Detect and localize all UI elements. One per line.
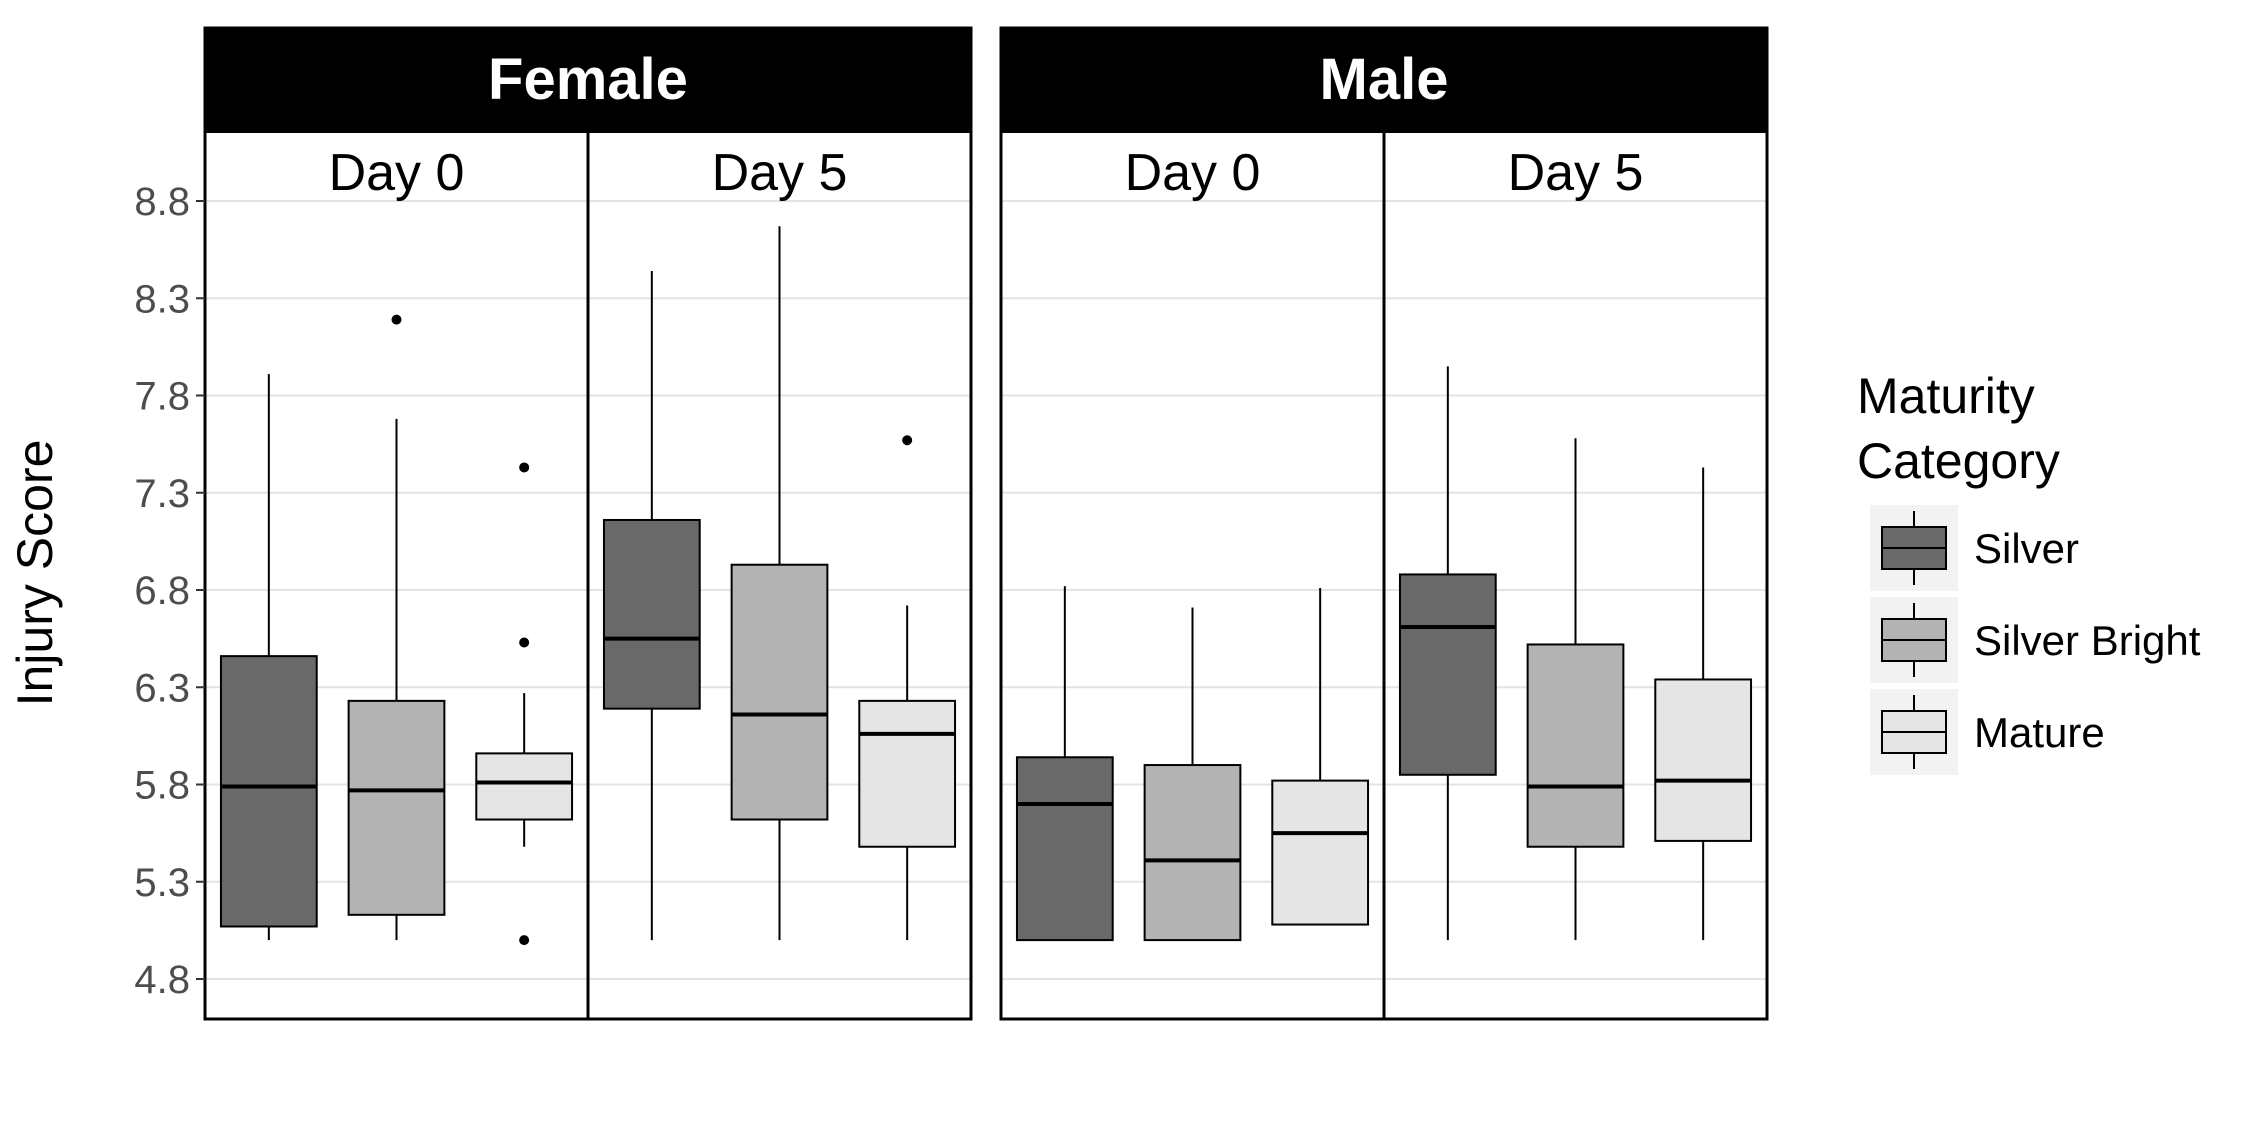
outlier-point: [519, 935, 530, 946]
outlier-point: [902, 435, 913, 446]
outlier-point: [519, 462, 530, 473]
legend-label: Silver Bright: [1974, 617, 2201, 664]
box-silver: [1015, 586, 1114, 942]
box-silver-bright: [1526, 438, 1625, 941]
day-label: Day 5: [712, 144, 848, 202]
legend-item-silver-bright: Silver Bright: [1870, 597, 2201, 683]
box-body: [730, 563, 829, 821]
legend-item-mature: Mature: [1870, 689, 2105, 775]
box-body: [602, 518, 701, 710]
y-axis-title: Injury Score: [7, 440, 63, 707]
box-silver: [219, 374, 318, 941]
facet-male: Male Day 0 Day 5: [999, 26, 1769, 1021]
legend: Maturity Category Silver Silver Bright Mat…: [1857, 368, 2201, 775]
box-body: [1654, 678, 1753, 842]
box-body: [1015, 756, 1114, 942]
box-body: [347, 699, 446, 916]
facet-female: Female Day 0 Day 5: [203, 26, 973, 1021]
day-label: Day 0: [329, 144, 465, 202]
day-label: Day 0: [1125, 144, 1261, 202]
panel-day-0: Day 0: [219, 144, 574, 946]
box-mature: [1271, 588, 1370, 926]
legend-items: Silver Silver Bright Mature: [1870, 505, 2201, 775]
y-axis: 4.8 5.3 5.8 6.3 6.8 7.3 7.8 8.3 8.8: [134, 180, 205, 1002]
day-label: Day 5: [1508, 144, 1644, 202]
box-silver-bright: [1143, 607, 1242, 942]
box-mature: [475, 462, 574, 946]
legend-title-line-1: Maturity: [1857, 368, 2035, 424]
y-tick-label: 4.8: [134, 958, 190, 1002]
box-body: [219, 655, 318, 928]
box-silver: [1398, 366, 1497, 941]
outlier-point: [391, 314, 402, 325]
legend-title-line-2: Category: [1857, 433, 2060, 489]
box-body: [1398, 573, 1497, 776]
box-silver: [602, 271, 701, 941]
legend-item-silver: Silver: [1870, 505, 2079, 591]
facet-border: [203, 26, 973, 1021]
y-tick-label: 8.3: [134, 277, 190, 321]
box-silver-bright: [347, 314, 446, 941]
box-mature: [858, 435, 957, 941]
facet-strip-label: Female: [488, 47, 688, 112]
y-tick-label: 6.8: [134, 569, 190, 613]
facet-border: [999, 26, 1769, 1021]
panel-day-0: Day 0: [1015, 144, 1370, 942]
y-tick-label: 7.8: [134, 375, 190, 419]
box-body: [1526, 643, 1625, 848]
facet-strip: [205, 28, 971, 133]
plot-area: Female Day 0 Day 5 Male Day 0 Day 5: [203, 26, 1769, 1021]
panel-day-5: Day 5: [1398, 144, 1753, 941]
box-mature: [1654, 467, 1753, 941]
legend-label: Silver: [1974, 525, 2079, 572]
box-silver-bright: [730, 226, 829, 941]
y-tick-label: 5.8: [134, 764, 190, 808]
y-tick-label: 7.3: [134, 472, 190, 516]
y-tick-label: 8.8: [134, 180, 190, 224]
facet-strip-label: Male: [1320, 47, 1449, 112]
legend-label: Mature: [1974, 709, 2105, 756]
box-body: [1143, 764, 1242, 942]
panel-day-5: Day 5: [602, 144, 957, 941]
facet-strip: [1001, 28, 1767, 133]
outlier-point: [519, 637, 530, 648]
y-tick-label: 5.3: [134, 861, 190, 905]
box-body: [475, 752, 574, 821]
box-body: [1271, 779, 1370, 926]
y-tick-label: 6.3: [134, 666, 190, 710]
box-body: [858, 699, 957, 848]
